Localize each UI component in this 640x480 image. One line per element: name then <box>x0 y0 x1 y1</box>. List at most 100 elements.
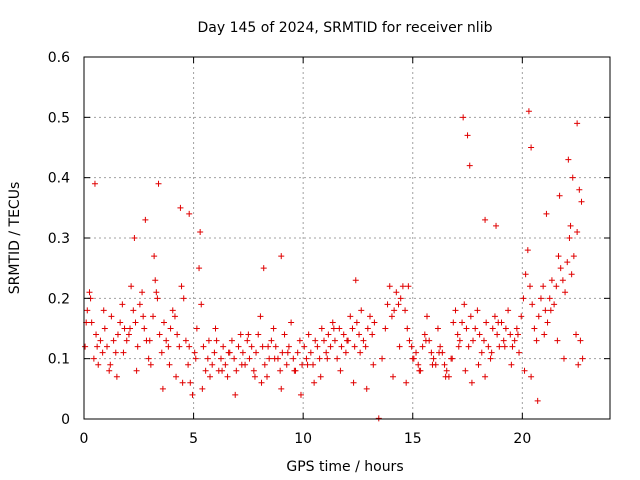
data-point <box>521 367 528 374</box>
data-point <box>476 331 483 338</box>
data-point <box>220 343 227 350</box>
data-point <box>527 283 534 290</box>
data-point <box>250 367 257 374</box>
data-point <box>213 337 220 344</box>
data-point <box>110 337 117 344</box>
data-point <box>544 319 551 326</box>
data-point <box>548 277 555 284</box>
data-point <box>537 295 544 302</box>
data-point <box>564 259 571 266</box>
data-point <box>559 277 566 284</box>
x-tick-label: 0 <box>80 431 89 447</box>
data-point <box>393 289 400 296</box>
data-point <box>423 313 430 320</box>
data-point <box>193 325 200 332</box>
y-tick-label: 0.4 <box>48 171 70 187</box>
data-point <box>101 325 108 332</box>
data-point <box>395 301 402 308</box>
data-point <box>86 289 93 296</box>
data-point <box>491 313 498 320</box>
data-point <box>104 343 111 350</box>
data-point <box>358 307 365 314</box>
data-point <box>375 415 382 422</box>
data-point <box>370 361 377 368</box>
data-point <box>123 337 130 344</box>
data-point <box>177 204 184 211</box>
data-point <box>320 337 327 344</box>
data-point <box>91 180 98 187</box>
data-point <box>304 361 311 368</box>
data-point <box>169 307 176 314</box>
data-point <box>204 355 211 362</box>
data-point <box>239 349 246 356</box>
data-point <box>405 283 412 290</box>
data-point <box>483 319 490 326</box>
data-point <box>155 180 162 187</box>
data-point <box>442 373 449 380</box>
data-point <box>437 343 444 350</box>
data-point <box>202 367 209 374</box>
data-point <box>353 319 360 326</box>
data-point <box>502 325 509 332</box>
data-point <box>576 186 583 193</box>
data-point <box>187 379 194 386</box>
data-point <box>191 349 198 356</box>
data-point <box>562 289 569 296</box>
data-point <box>150 313 157 320</box>
data-point <box>244 337 251 344</box>
data-point <box>520 295 527 302</box>
data-point <box>140 313 147 320</box>
data-point <box>391 307 398 314</box>
y-tick-label: 0.3 <box>48 231 70 247</box>
data-point <box>106 367 113 374</box>
data-point <box>146 337 153 344</box>
data-point <box>513 325 520 332</box>
data-point <box>112 349 119 356</box>
data-point <box>99 349 106 356</box>
data-point <box>323 349 330 356</box>
data-point <box>237 331 244 338</box>
data-point <box>555 253 562 260</box>
data-point <box>535 313 542 320</box>
data-point <box>107 361 114 368</box>
data-point <box>134 343 141 350</box>
data-point <box>197 228 204 235</box>
data-point <box>507 331 514 338</box>
data-point <box>524 247 531 254</box>
data-point <box>310 361 317 368</box>
data-point <box>553 283 560 290</box>
data-point <box>360 337 367 344</box>
data-point <box>525 108 532 115</box>
data-point <box>574 120 581 127</box>
data-point <box>363 385 370 392</box>
x-tick-label: 15 <box>404 431 422 447</box>
data-point <box>171 313 178 320</box>
data-point <box>429 361 436 368</box>
data-point <box>450 319 457 326</box>
data-point <box>130 307 137 314</box>
data-point <box>467 313 474 320</box>
data-point <box>357 349 364 356</box>
data-point <box>384 301 391 308</box>
data-point <box>551 301 558 308</box>
data-point <box>531 325 538 332</box>
data-point <box>472 325 479 332</box>
data-point <box>277 367 284 374</box>
data-point <box>266 355 273 362</box>
data-point <box>573 331 580 338</box>
data-point <box>231 355 238 362</box>
data-point <box>90 355 97 362</box>
data-point <box>533 337 540 344</box>
data-point <box>508 361 515 368</box>
y-tick-label: 0.6 <box>48 50 70 66</box>
data-point <box>415 361 422 368</box>
data-point <box>416 367 423 374</box>
data-point <box>94 343 101 350</box>
data-point <box>279 349 286 356</box>
data-point <box>543 210 550 217</box>
data-point <box>158 349 165 356</box>
data-point <box>421 331 428 338</box>
x-axis-label: GPS time / hours <box>286 459 403 475</box>
data-point <box>317 373 324 380</box>
data-point <box>334 355 341 362</box>
